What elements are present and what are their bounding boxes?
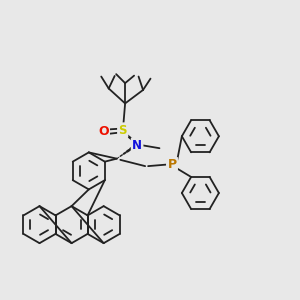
Text: S: S [118, 124, 127, 137]
Text: N: N [132, 139, 142, 152]
Text: P: P [167, 158, 177, 171]
Text: S: S [118, 124, 127, 137]
Text: O: O [98, 125, 109, 138]
Text: P: P [167, 158, 177, 171]
Text: O: O [98, 125, 109, 138]
Text: N: N [132, 139, 142, 152]
